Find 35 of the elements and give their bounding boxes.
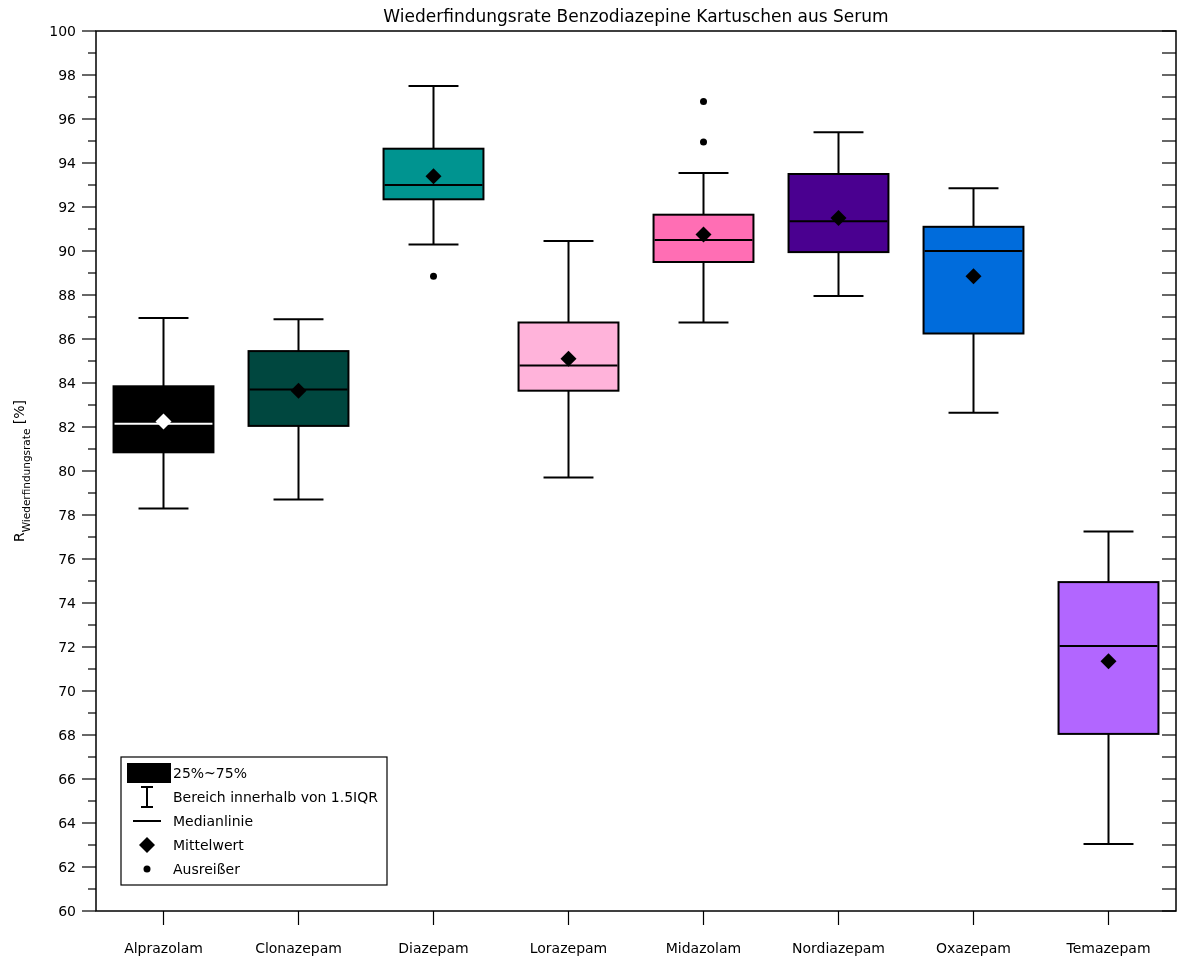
y-tick-label: 80 <box>58 462 76 479</box>
x-tick-label: Alprazolam <box>124 940 203 956</box>
y-tick-label: 84 <box>58 374 77 391</box>
y-tick-label: 76 <box>58 550 77 567</box>
y-tick-label: 64 <box>58 814 77 831</box>
y-tick-label: 74 <box>58 594 77 611</box>
y-tick-label: 88 <box>58 286 76 303</box>
y-tick-label: 86 <box>58 330 77 347</box>
y-tick-label: 66 <box>58 770 77 787</box>
annotation: 25%~75% <box>173 764 247 781</box>
y-tick-label: 78 <box>58 506 76 523</box>
y-tick-label: 96 <box>58 110 77 127</box>
y-tick-label: 82 <box>58 418 76 435</box>
x-tick-label: Nordiazepam <box>792 940 885 956</box>
y-tick-label: 62 <box>58 858 76 875</box>
annotation: Bereich innerhalb von 1.5IQR <box>173 788 379 805</box>
y-tick-label: 100 <box>49 22 76 39</box>
y-tick-label: 98 <box>58 66 76 83</box>
x-tick-label: Midazolam <box>665 940 742 956</box>
chart-title: Wiederfindungsrate Benzodiazepine Kartuschen aus Serum <box>383 6 889 26</box>
y-tick-label: 94 <box>58 154 77 171</box>
annotation: Medianlinie <box>173 812 254 829</box>
y-tick-label: 70 <box>58 682 76 699</box>
y-tick-label: 72 <box>58 638 76 655</box>
x-tick-label: Lorazepam <box>529 940 608 956</box>
x-tick-label: Clonazepam <box>255 940 342 956</box>
y-tick-label: 68 <box>58 726 76 743</box>
x-tick-label: Diazepam <box>398 940 469 956</box>
x-tick-label: Oxazepam <box>936 940 1011 956</box>
annotation: Mittelwert <box>173 836 245 853</box>
annotation: Ausreißer <box>173 860 241 877</box>
y-tick-label: 60 <box>58 902 76 919</box>
x-tick-label: Temazepam <box>1065 940 1151 956</box>
y-tick-label: 90 <box>58 242 76 259</box>
y-tick-label: 92 <box>58 198 76 215</box>
